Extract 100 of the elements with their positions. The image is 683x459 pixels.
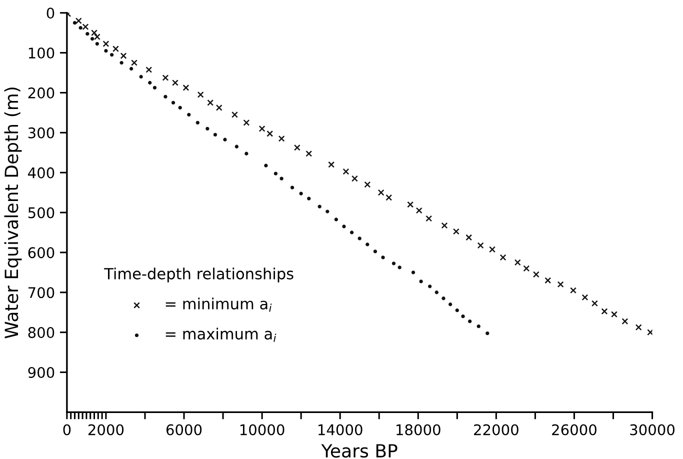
point [152,86,157,90]
point [386,194,392,201]
y-tick-label: 100 [28,48,54,59]
point [162,74,169,81]
y-tick-label: 200 [28,87,54,98]
x-tick-label: 6000 [166,424,202,436]
point [411,270,416,274]
point [523,265,530,272]
point [373,250,378,254]
point [557,281,564,288]
point [601,308,608,315]
point [476,324,480,328]
point [131,60,138,66]
point [196,120,200,124]
x-tick-label: 30000 [630,424,674,436]
point [164,94,168,99]
point [328,161,335,168]
point [110,52,114,57]
y-tick-label: 0 [46,8,54,19]
point [206,126,210,130]
point [90,36,94,41]
y-tick-label: 300 [28,127,54,138]
point [139,74,143,79]
point [187,112,191,117]
point [91,30,98,36]
point [120,52,127,60]
point [274,172,278,176]
point [232,111,238,118]
point [178,106,182,110]
point [622,318,628,325]
point [307,196,311,200]
point [398,266,402,270]
point [306,150,312,157]
point [381,256,385,260]
point [477,242,484,249]
point [500,254,506,261]
point [342,168,350,175]
point [489,246,496,253]
x-tick-label: 0 [63,424,71,436]
point [434,290,438,294]
point [102,40,110,48]
point [94,34,100,40]
point [299,192,303,196]
point [416,207,422,214]
point [266,130,274,137]
y-tick-label: 800 [28,327,54,338]
point [258,125,266,132]
point [243,119,250,126]
y-tick-label: 500 [28,207,54,218]
x-tick-label: 10000 [240,424,284,436]
point [364,181,371,188]
point [486,331,490,336]
point [352,175,358,182]
y-axis-title: Water Equivalent Depth (m) [4,88,22,338]
x-tick-label: 2000 [88,424,124,436]
point [392,262,396,266]
point [461,314,465,318]
legend-label: = minimum a$_{i}$ [166,298,272,312]
point [326,210,330,214]
point [244,152,248,156]
point [148,80,152,85]
point [129,66,134,71]
x-tick-label: 18000 [396,424,440,436]
point [334,218,338,222]
point [582,294,588,301]
point [647,329,652,336]
point [441,222,448,229]
x-tick-label: 14000 [318,424,362,436]
x-axis-title: Years BP [321,444,398,458]
point [182,84,190,91]
point [280,176,284,180]
y-tick-label: 600 [28,247,54,258]
legend-label: = maximum a$_{i}$ [166,328,276,342]
point [426,215,432,222]
y-tick-label: 400 [28,167,54,178]
x-tick-label: 22000 [474,424,518,436]
point [466,234,472,241]
point [455,308,459,312]
point [104,48,108,53]
point [223,138,227,142]
point [72,21,77,25]
point [468,320,472,324]
point [278,135,285,142]
point [112,46,119,52]
point [318,204,322,208]
point [442,296,446,300]
point [570,287,576,294]
point [172,80,178,86]
point [366,242,370,246]
point [591,300,598,307]
point [75,18,82,24]
point [544,277,552,284]
point [294,144,300,151]
point [197,91,204,98]
point [146,66,152,73]
point [358,236,362,240]
point [171,100,176,105]
point [635,324,642,331]
point [216,104,222,111]
point [610,311,618,318]
